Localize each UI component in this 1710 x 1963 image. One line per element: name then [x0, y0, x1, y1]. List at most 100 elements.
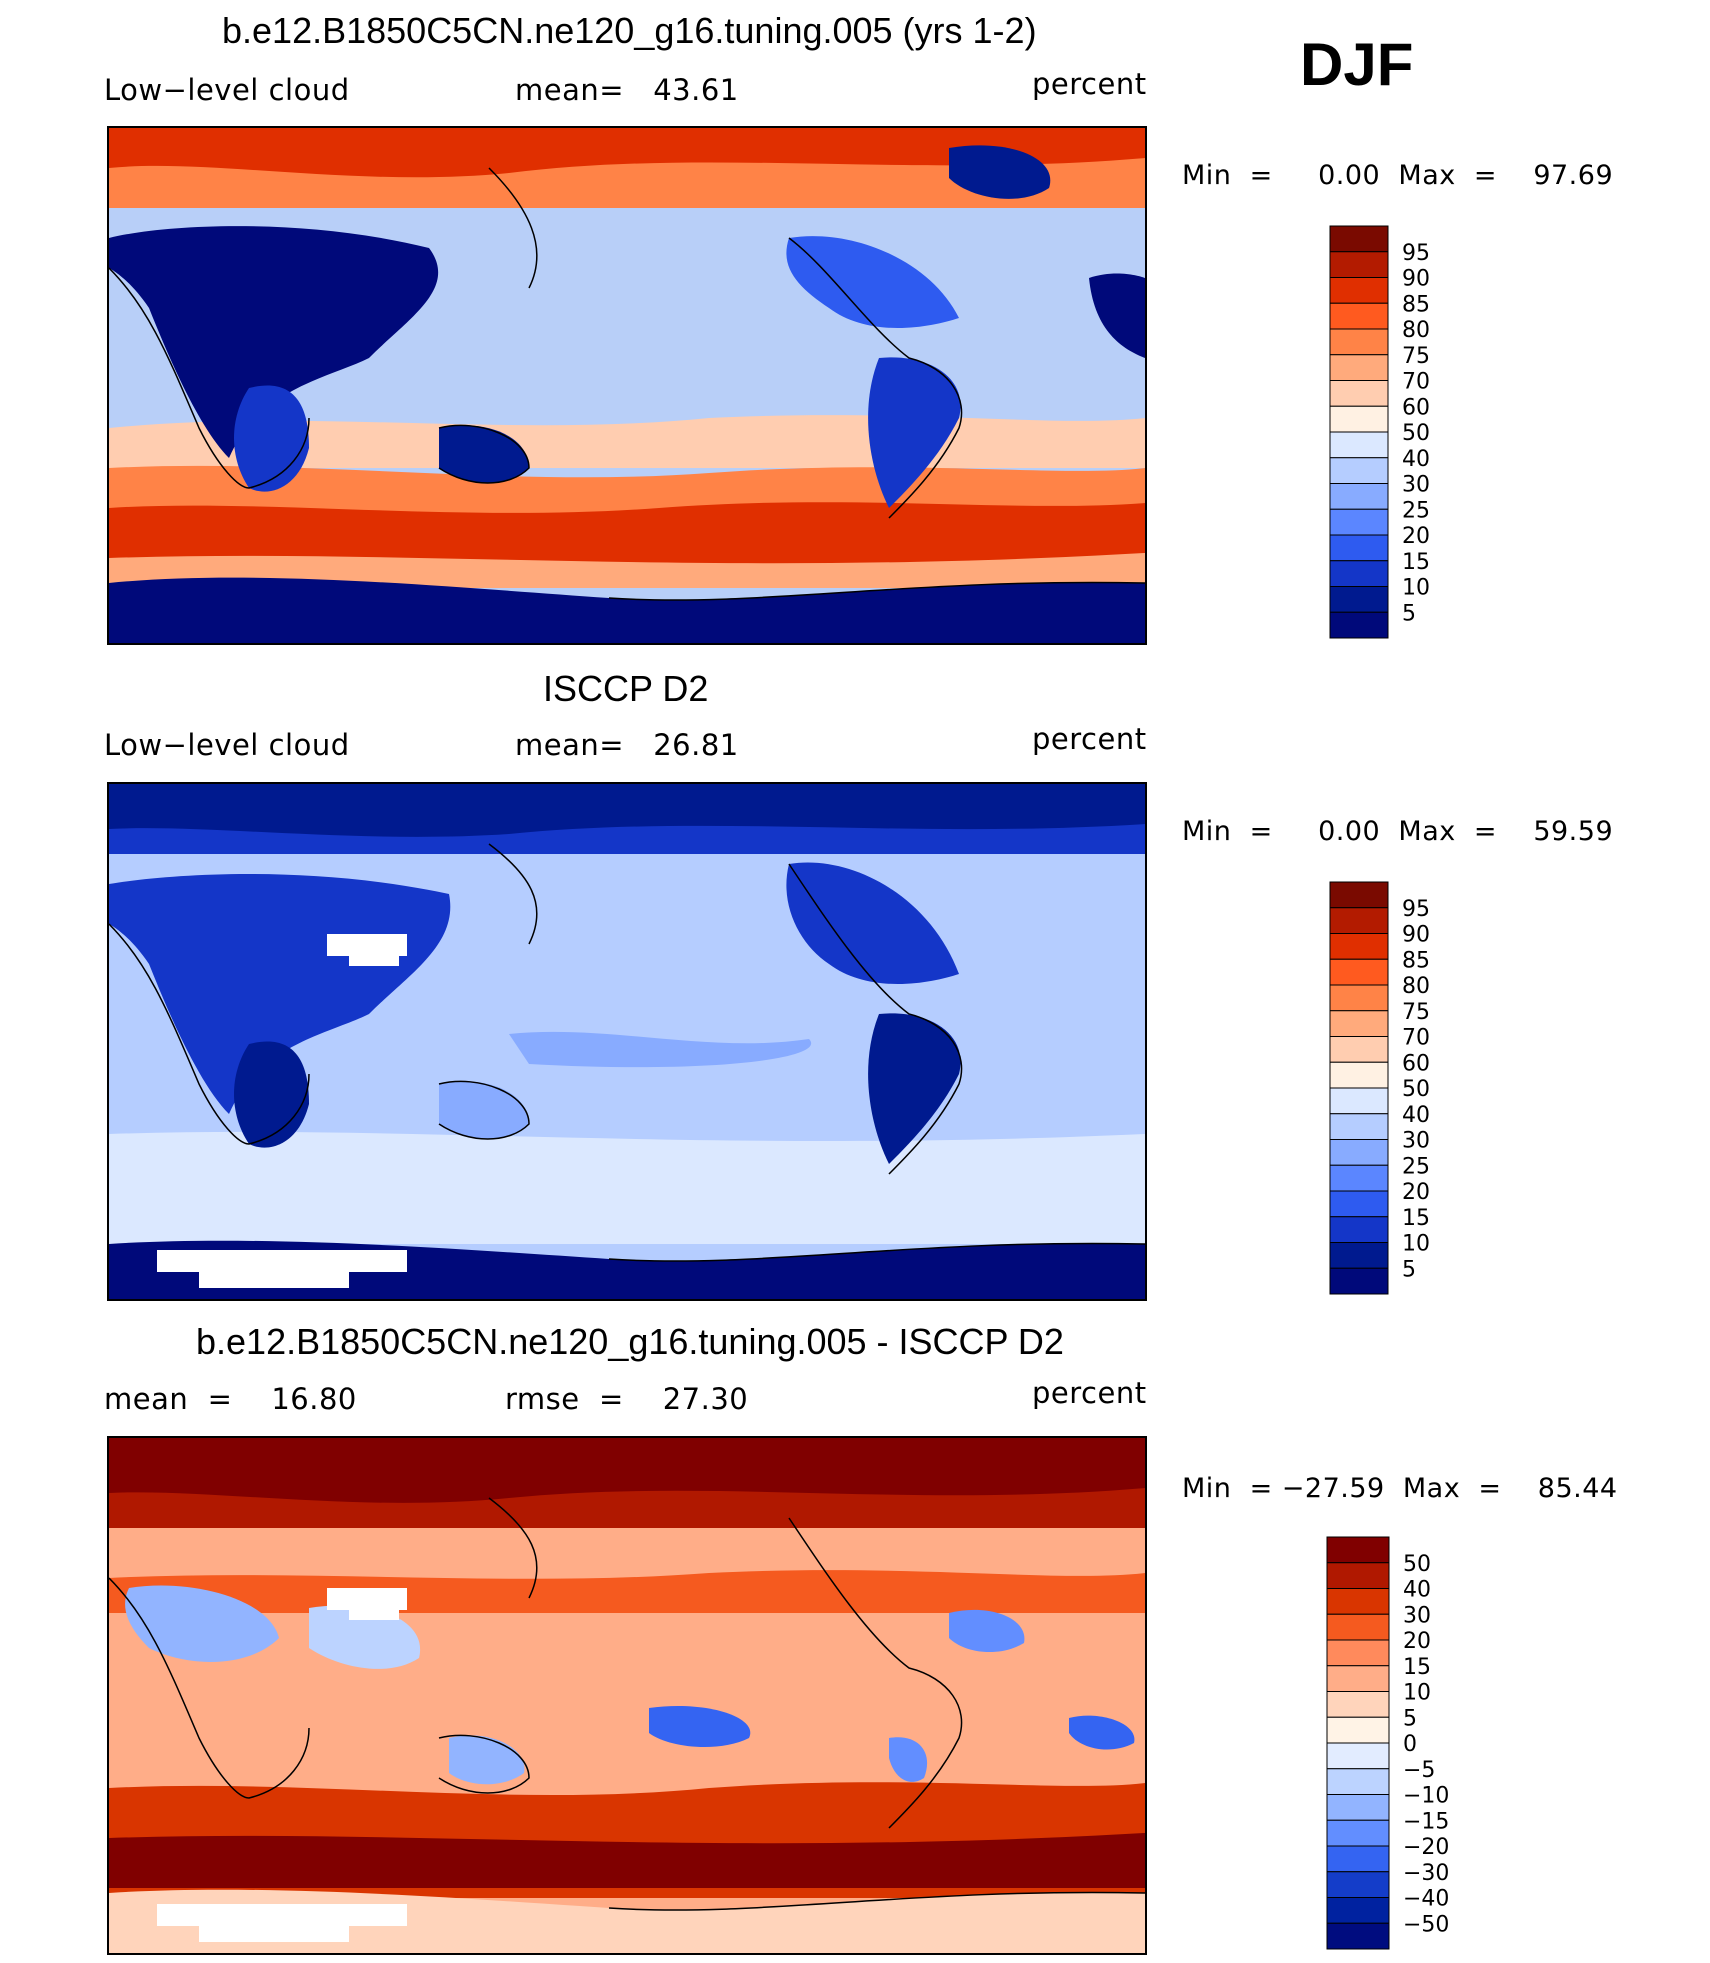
colorbar-box [1329, 611, 1389, 639]
colorbar-box [1326, 1665, 1390, 1692]
colorbar-box [1326, 1897, 1390, 1924]
colorbar-diff: 50 40 30 20 15 10 5 0 −5 −10 −15 −20 −30 −40 −50 [1326, 1536, 1497, 1950]
colorbar-tick-label: 20 [1402, 1180, 1430, 1205]
colorbar-box [1329, 1216, 1389, 1243]
colorbar-box [1329, 1242, 1389, 1269]
panel-units-label: percent [1032, 1376, 1147, 1410]
colorbar-tick-label: 70 [1402, 370, 1430, 395]
colorbar-model: 95 90 85 80 75 70 60 50 40 30 25 20 15 10 5 [1329, 225, 1490, 639]
colorbar-tick-label: 25 [1402, 1154, 1430, 1179]
colorbar-box [1326, 1691, 1390, 1718]
colorbar-tick-label: −20 [1403, 1835, 1449, 1860]
colorbar-tick-label: 50 [1403, 1552, 1431, 1577]
colorbar-box [1329, 457, 1389, 484]
colorbar-tick-label: 80 [1402, 318, 1430, 343]
panel-variable-label: Low−level cloud [104, 73, 350, 107]
colorbar-box [1326, 1922, 1390, 1950]
colorbar-box [1329, 1139, 1389, 1166]
colorbar-box [1326, 1742, 1390, 1770]
colorbar-tick-label: 15 [1403, 1655, 1431, 1680]
colorbar-box [1329, 907, 1389, 934]
season-label: DJF [1300, 31, 1414, 98]
colorbar-tick-label: 30 [1402, 473, 1430, 498]
colorbar-box [1329, 958, 1389, 986]
colorbar-box [1329, 483, 1389, 510]
colorbar-tick-label: 15 [1402, 550, 1430, 575]
panel-minmax-stats: Min = 0.00 Max = 59.59 [1182, 816, 1614, 847]
map-difference-low-cloud [107, 1436, 1147, 1955]
colorbar-box [1329, 534, 1389, 562]
colorbar-box [1326, 1613, 1390, 1641]
colorbar-tick-label: 20 [1403, 1629, 1431, 1654]
colorbar-tick-label: 10 [1402, 1232, 1430, 1257]
colorbar-tick-label: 50 [1402, 1077, 1430, 1102]
colorbar-tick-label: 60 [1402, 395, 1430, 420]
colorbar-tick-label: 5 [1402, 1257, 1416, 1282]
colorbar-box [1329, 933, 1389, 960]
colorbar-box [1326, 1716, 1390, 1744]
panel-mean-label: mean = 16.80 [104, 1382, 357, 1416]
colorbar-box [1329, 1267, 1389, 1295]
colorbar-tick-label: 85 [1402, 292, 1430, 317]
colorbar-tick-label: 10 [1402, 576, 1430, 601]
colorbar-box [1329, 1087, 1389, 1115]
colorbar-tick-label: 60 [1402, 1051, 1430, 1076]
panel-units-label: percent [1032, 722, 1147, 756]
colorbar-box [1329, 225, 1389, 253]
colorbar-box [1329, 328, 1389, 356]
colorbar-box [1329, 1010, 1389, 1037]
colorbar-tick-label: 85 [1402, 948, 1430, 973]
colorbar-tick-label: −15 [1403, 1809, 1449, 1834]
colorbar-tick-label: −30 [1403, 1861, 1449, 1886]
panel-variable-label: Low−level cloud [104, 728, 350, 762]
colorbar-box [1329, 405, 1389, 433]
colorbar-box [1329, 1061, 1389, 1089]
colorbar-box [1329, 881, 1389, 909]
colorbar-tick-label: 90 [1402, 923, 1430, 948]
panel-minmax-stats: Min = 0.00 Max = 97.69 [1182, 160, 1614, 191]
colorbar-tick-label: 10 [1403, 1681, 1431, 1706]
colorbar-tick-label: 75 [1402, 344, 1430, 369]
colorbar-tick-label: 40 [1403, 1578, 1431, 1603]
colorbar-box [1326, 1845, 1390, 1873]
map-model-low-cloud [107, 126, 1147, 645]
colorbar-box [1326, 1768, 1390, 1795]
colorbar-box [1329, 1113, 1389, 1140]
colorbar-tick-label: 30 [1402, 1129, 1430, 1154]
colorbar-box [1326, 1588, 1390, 1615]
colorbar-box [1329, 1036, 1389, 1063]
colorbar-tick-label: 50 [1402, 421, 1430, 446]
colorbar-box [1326, 1819, 1390, 1847]
colorbar-tick-label: 40 [1402, 1103, 1430, 1128]
panel-mean-label: mean= 43.61 [515, 73, 739, 107]
colorbar-box [1329, 354, 1389, 381]
panel-title-model: b.e12.B1850C5CN.ne120_g16.tuning.005 (yr… [222, 10, 1037, 51]
colorbar-tick-label: 90 [1402, 267, 1430, 292]
colorbar-tick-label: 40 [1402, 447, 1430, 472]
colorbar-tick-label: −10 [1403, 1784, 1449, 1809]
colorbar-tick-label: 0 [1403, 1732, 1417, 1757]
panel-units-label: percent [1032, 67, 1147, 101]
colorbar-box [1326, 1536, 1390, 1564]
colorbar-tick-label: 80 [1402, 974, 1430, 999]
panel-title-diff: b.e12.B1850C5CN.ne120_g16.tuning.005 - I… [196, 1321, 1064, 1362]
colorbar-tick-label: −40 [1403, 1887, 1449, 1912]
colorbar-tick-label: 30 [1403, 1603, 1431, 1628]
colorbar-box [1326, 1871, 1390, 1898]
colorbar-tick-label: 20 [1402, 524, 1430, 549]
colorbar-tick-label: 70 [1402, 1026, 1430, 1051]
colorbar-box [1326, 1794, 1390, 1821]
colorbar-tick-label: 5 [1403, 1706, 1417, 1731]
colorbar-tick-label: 15 [1402, 1206, 1430, 1231]
colorbar-tick-label: 95 [1402, 897, 1430, 922]
colorbar-box [1329, 1190, 1389, 1218]
panel-mean-label: mean= 26.81 [515, 728, 739, 762]
colorbar-box [1329, 380, 1389, 407]
panel-rmse-label: rmse = 27.30 [505, 1382, 749, 1416]
map-obs-low-cloud [107, 782, 1147, 1301]
colorbar-box [1329, 984, 1389, 1012]
colorbar-obs: 95 90 85 80 75 70 60 50 40 30 25 20 15 10 5 [1329, 881, 1490, 1295]
colorbar-box [1326, 1639, 1390, 1667]
colorbar-tick-label: 95 [1402, 241, 1430, 266]
colorbar-box [1329, 508, 1389, 536]
